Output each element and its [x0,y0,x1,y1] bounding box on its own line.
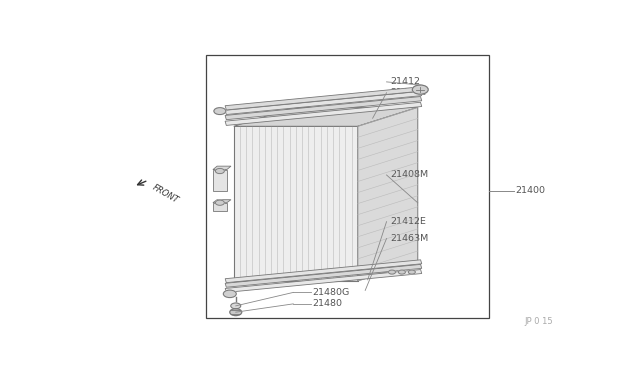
Polygon shape [213,200,231,203]
Polygon shape [234,108,418,126]
Text: 21412: 21412 [390,77,420,86]
Polygon shape [358,108,418,281]
Circle shape [412,85,428,94]
Text: 21408M: 21408M [390,170,429,179]
Text: 21412E: 21412E [390,217,426,226]
Circle shape [399,270,405,274]
Polygon shape [225,264,422,287]
Polygon shape [225,87,422,110]
Text: 21480: 21480 [312,299,342,308]
Polygon shape [213,166,231,170]
Polygon shape [213,170,227,191]
Circle shape [231,303,241,309]
Text: 21480G: 21480G [312,288,349,297]
Polygon shape [225,260,422,283]
Circle shape [216,169,225,174]
Text: 21400: 21400 [515,186,545,195]
Polygon shape [213,203,227,211]
Bar [207,55,489,318]
Circle shape [216,200,225,205]
Circle shape [214,108,226,115]
Polygon shape [225,92,422,115]
Polygon shape [225,270,422,292]
Polygon shape [225,102,422,125]
Circle shape [408,270,415,274]
Circle shape [223,290,236,298]
Polygon shape [225,97,422,120]
Text: 21463M: 21463M [390,234,429,243]
Text: FRONT: FRONT [151,183,180,205]
Text: 21412E: 21412E [390,88,426,97]
Circle shape [230,309,242,315]
Text: JP 0 15: JP 0 15 [524,317,552,326]
Polygon shape [234,126,358,281]
Circle shape [388,270,396,274]
